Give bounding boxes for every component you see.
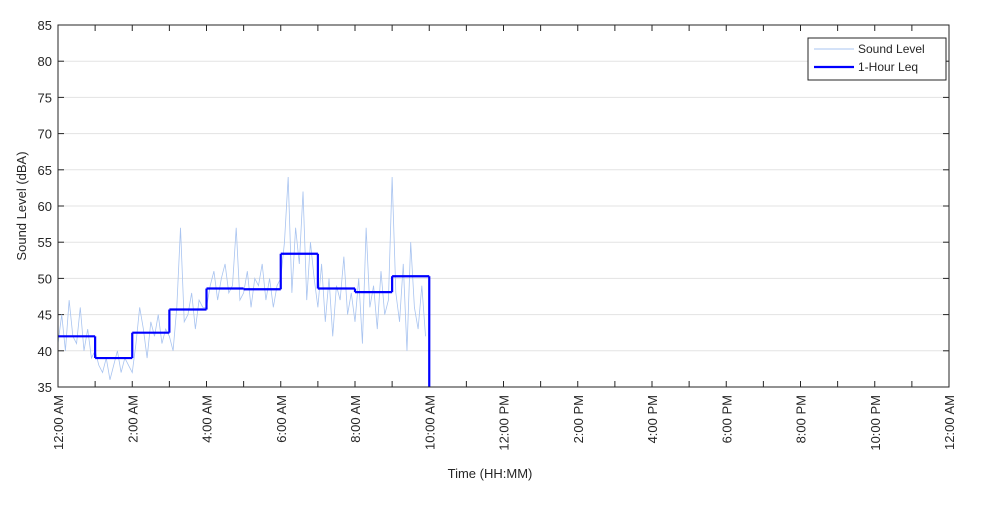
x-tick-label: 2:00 AM — [125, 395, 140, 443]
legend-label: Sound Level — [858, 42, 925, 56]
x-tick-label: 6:00 PM — [719, 395, 734, 443]
x-tick-label: 12:00 AM — [51, 395, 66, 450]
y-tick-label: 45 — [38, 308, 52, 323]
y-tick-label: 40 — [38, 344, 52, 359]
y-tick-label: 55 — [38, 235, 52, 250]
y-tick-label: 70 — [38, 127, 52, 142]
x-tick-label: 8:00 PM — [794, 395, 809, 443]
x-tick-label: 4:00 AM — [200, 395, 215, 443]
x-axis-label: Time (HH:MM) — [448, 466, 533, 481]
y-tick-label: 75 — [38, 90, 52, 105]
x-tick-label: 2:00 PM — [571, 395, 586, 443]
legend-label: 1-Hour Leq — [858, 60, 918, 74]
x-tick-label: 10:00 PM — [868, 395, 883, 451]
plot-frame — [57, 24, 950, 388]
x-tick-label: 12:00 PM — [497, 395, 512, 451]
legend-box — [807, 37, 947, 81]
y-tick-label: 65 — [38, 163, 52, 178]
x-tick-label: 10:00 AM — [422, 395, 437, 450]
line — [57, 177, 426, 380]
y-tick-label: 80 — [38, 54, 52, 69]
x-tick-label: 6:00 AM — [274, 395, 289, 443]
x-tick-label: 4:00 PM — [645, 395, 660, 443]
x-tick-label: 8:00 AM — [348, 395, 363, 443]
y-tick-label: 60 — [38, 199, 52, 214]
y-tick-label: 35 — [38, 380, 52, 395]
y-tick-label: 85 — [38, 18, 52, 33]
x-tick-label: 12:00 AM — [942, 395, 957, 450]
y-axis-label: Sound Level (dBA) — [14, 151, 29, 260]
y-tick-label: 50 — [38, 271, 52, 286]
